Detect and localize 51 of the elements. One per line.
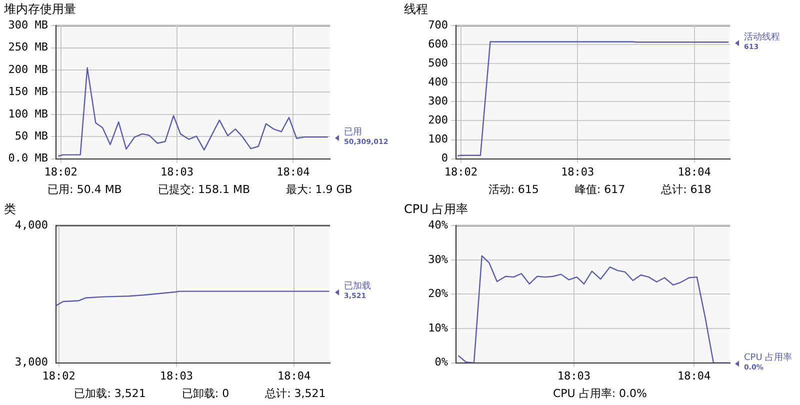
- text: 峰值: 617: [574, 182, 626, 198]
- y-tick-label: 0: [441, 152, 448, 165]
- text: 总计: 618: [661, 182, 712, 198]
- x-tick-label: 18:04: [677, 369, 711, 382]
- text: 已用: 50.4 MB: [48, 182, 122, 198]
- y-tick-label: 300 MB: [8, 18, 48, 32]
- y-tick-label: 0%: [434, 356, 448, 369]
- y-tick-label: 0.0 MB: [8, 152, 48, 165]
- x-tick-label: 18:03: [561, 165, 594, 178]
- y-tick-label: 40%: [428, 218, 448, 232]
- y-tick-label: 10%: [428, 321, 448, 334]
- y-tick-label: 30%: [428, 252, 448, 266]
- chart-title: 类: [4, 202, 17, 216]
- x-tick-label: 18:03: [557, 369, 591, 382]
- y-tick-label: 400: [428, 76, 448, 89]
- x-tick-label: 18:02: [42, 369, 76, 382]
- y-tick-label: 20%: [428, 287, 448, 300]
- y-tick-label: 500: [428, 56, 448, 70]
- text: 活动: 615: [488, 182, 539, 198]
- x-tick-label: 18:02: [44, 165, 78, 178]
- chart-title: CPU 占用率: [404, 202, 470, 216]
- x-tick-label: 18:04: [278, 369, 312, 382]
- text: 已加载: 3,521: [74, 386, 146, 402]
- y-tick-label: 200 MB: [8, 62, 48, 76]
- legend-label: CPU 占用率: [744, 352, 792, 364]
- legend-label: 活动线程: [744, 32, 780, 42]
- y-tick-label: 300: [428, 94, 448, 108]
- y-tick-label: 600: [428, 37, 448, 50]
- y-tick-label: 700: [428, 18, 448, 32]
- text: 最大: 1.9 GB: [286, 182, 352, 198]
- chart-title: 线程: [404, 2, 429, 16]
- text: 已提交: 158.1 MB: [158, 182, 250, 198]
- y-tick-label: 50 MB: [14, 129, 48, 142]
- y-tick-label: 100 MB: [8, 107, 48, 120]
- x-tick-label: 18:04: [678, 165, 712, 178]
- x-tick-label: 18:02: [444, 165, 478, 178]
- text: 已卸载: 0: [182, 386, 230, 402]
- y-tick-label: 3,000: [14, 356, 48, 369]
- x-tick-label: 18:04: [276, 165, 310, 178]
- x-tick-label: 18:03: [160, 165, 194, 178]
- text: 总计: 3,521: [265, 386, 326, 402]
- legend-label: 已用: [344, 127, 362, 138]
- legend-label: 已加载: [344, 280, 371, 292]
- text: CPU 占用率: 0.0%: [552, 386, 647, 402]
- y-tick-label: 250 MB: [8, 40, 48, 54]
- y-tick-label: 150 MB: [8, 85, 48, 98]
- x-tick-label: 18:03: [160, 369, 194, 382]
- y-tick-label: 100: [428, 132, 448, 146]
- chart-title: 堆内存使用量: [4, 2, 77, 16]
- y-tick-label: 200: [428, 114, 448, 127]
- y-tick-label: 4,000: [14, 218, 48, 232]
